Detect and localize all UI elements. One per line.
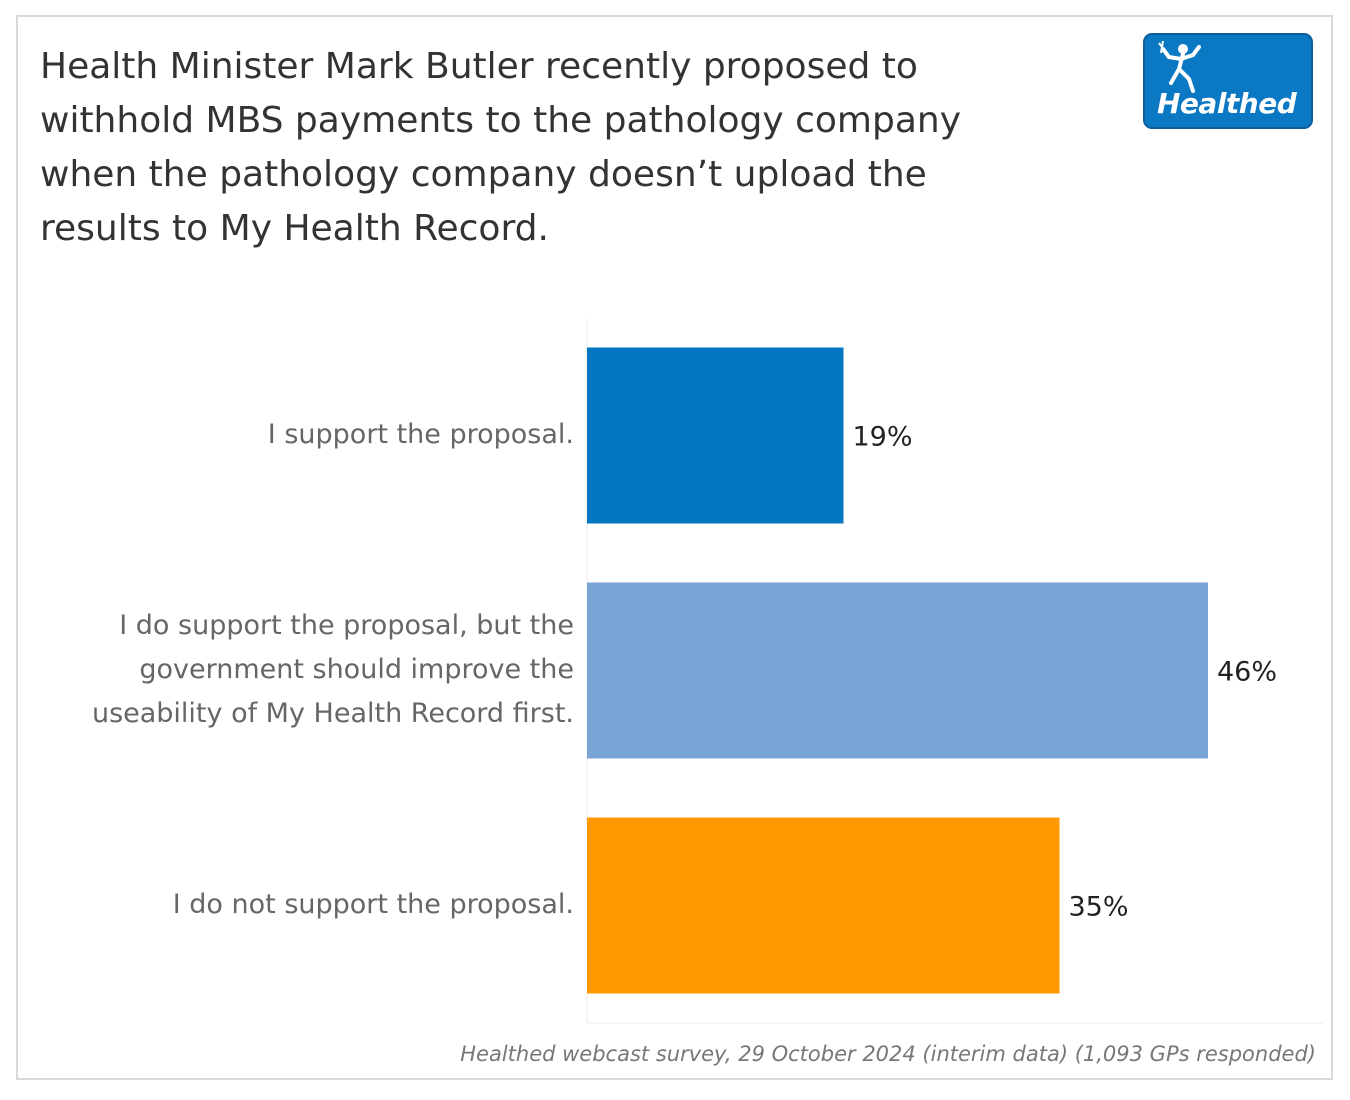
category-label-1: I support the proposal. <box>268 413 574 457</box>
bar-value-label-2: 46% <box>1217 657 1277 688</box>
category-label-2: I do support the proposal, but the govern… <box>92 604 574 736</box>
source-note: Healthed webcast survey, 29 October 2024… <box>460 1042 1316 1066</box>
category-label-line: I support the proposal. <box>267 418 574 450</box>
category-label-line: government should improve the <box>139 653 574 685</box>
runner-figure-icon <box>1158 40 1201 93</box>
category-label-line: I do support the proposal, but the <box>119 609 574 641</box>
category-label-3: I do not support the proposal. <box>173 883 574 927</box>
category-label-line: useability of My Health Record first. <box>91 697 574 729</box>
logo-text: Healthed <box>1157 87 1297 120</box>
bar-value-label-1: 19% <box>853 422 913 453</box>
chart-title: Health Minister Mark Butler recently pro… <box>40 46 962 249</box>
bar-2 <box>587 582 1208 759</box>
bar-1 <box>587 347 844 524</box>
bar-value-label-3: 35% <box>1069 892 1129 923</box>
healthed-logo: Healthed <box>1143 33 1313 129</box>
bar-3 <box>587 817 1060 994</box>
category-label-line: I do not support the proposal. <box>172 888 574 920</box>
